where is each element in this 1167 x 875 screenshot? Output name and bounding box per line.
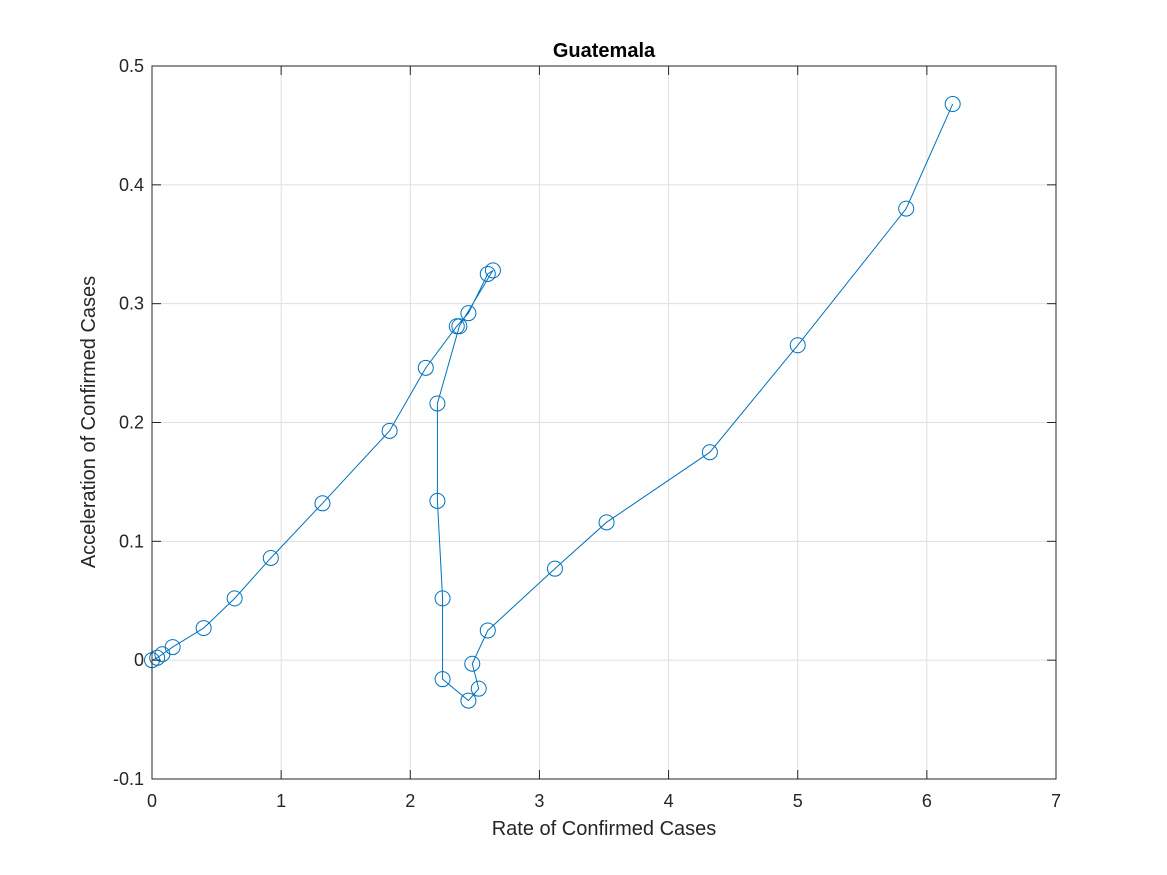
x-tick-label: 2: [405, 791, 415, 811]
data-point: [262, 549, 279, 566]
y-tick-label: -0.1: [113, 769, 144, 789]
chart-title: Guatemala: [553, 40, 656, 62]
data-point: [479, 265, 496, 282]
x-tick-label: 1: [276, 791, 286, 811]
data-point: [451, 318, 468, 335]
data-point: [701, 444, 718, 461]
data-point: [944, 96, 961, 113]
x-tick-label: 3: [534, 791, 544, 811]
y-tick-label: 0.1: [119, 531, 144, 551]
data-point: [314, 495, 331, 512]
x-tick-label: 4: [664, 791, 674, 811]
data-point: [164, 639, 181, 656]
data-point: [429, 395, 446, 412]
data-point: [898, 200, 915, 217]
data-point: [460, 305, 477, 322]
y-tick-label: 0.3: [119, 294, 144, 314]
data-point: [429, 492, 446, 509]
data-point: [226, 590, 243, 607]
data-point: [598, 514, 615, 531]
series-line: [151, 103, 954, 702]
x-axis-label: Rate of Confirmed Cases: [492, 818, 717, 840]
y-tick-label: 0.2: [119, 413, 144, 433]
x-tick-label: 7: [1051, 791, 1061, 811]
y-tick-label: 0: [134, 650, 144, 670]
data-point: [381, 422, 398, 439]
x-tick-label: 0: [147, 791, 157, 811]
y-axis-label: Acceleration of Confirmed Cases: [78, 276, 100, 568]
x-tick-label: 5: [793, 791, 803, 811]
data-point: [789, 337, 806, 354]
x-tick-label: 6: [922, 791, 932, 811]
data-point: [470, 680, 487, 697]
y-tick-label: 0.4: [119, 175, 144, 195]
data-point: [149, 649, 166, 666]
data-point: [484, 262, 501, 279]
y-tick-label: 0.5: [119, 56, 144, 76]
data-point: [417, 359, 434, 376]
data-layer: [144, 96, 961, 709]
data-point: [460, 692, 477, 709]
data-point: [434, 671, 451, 688]
axes: 0 1 2 3 4 5 6 7-0.100.10.20.30.40.5: [113, 56, 1061, 811]
data-point: [464, 655, 481, 672]
data-point: [195, 620, 212, 637]
data-point: [479, 622, 496, 639]
data-point: [546, 560, 563, 577]
data-point: [434, 590, 451, 607]
